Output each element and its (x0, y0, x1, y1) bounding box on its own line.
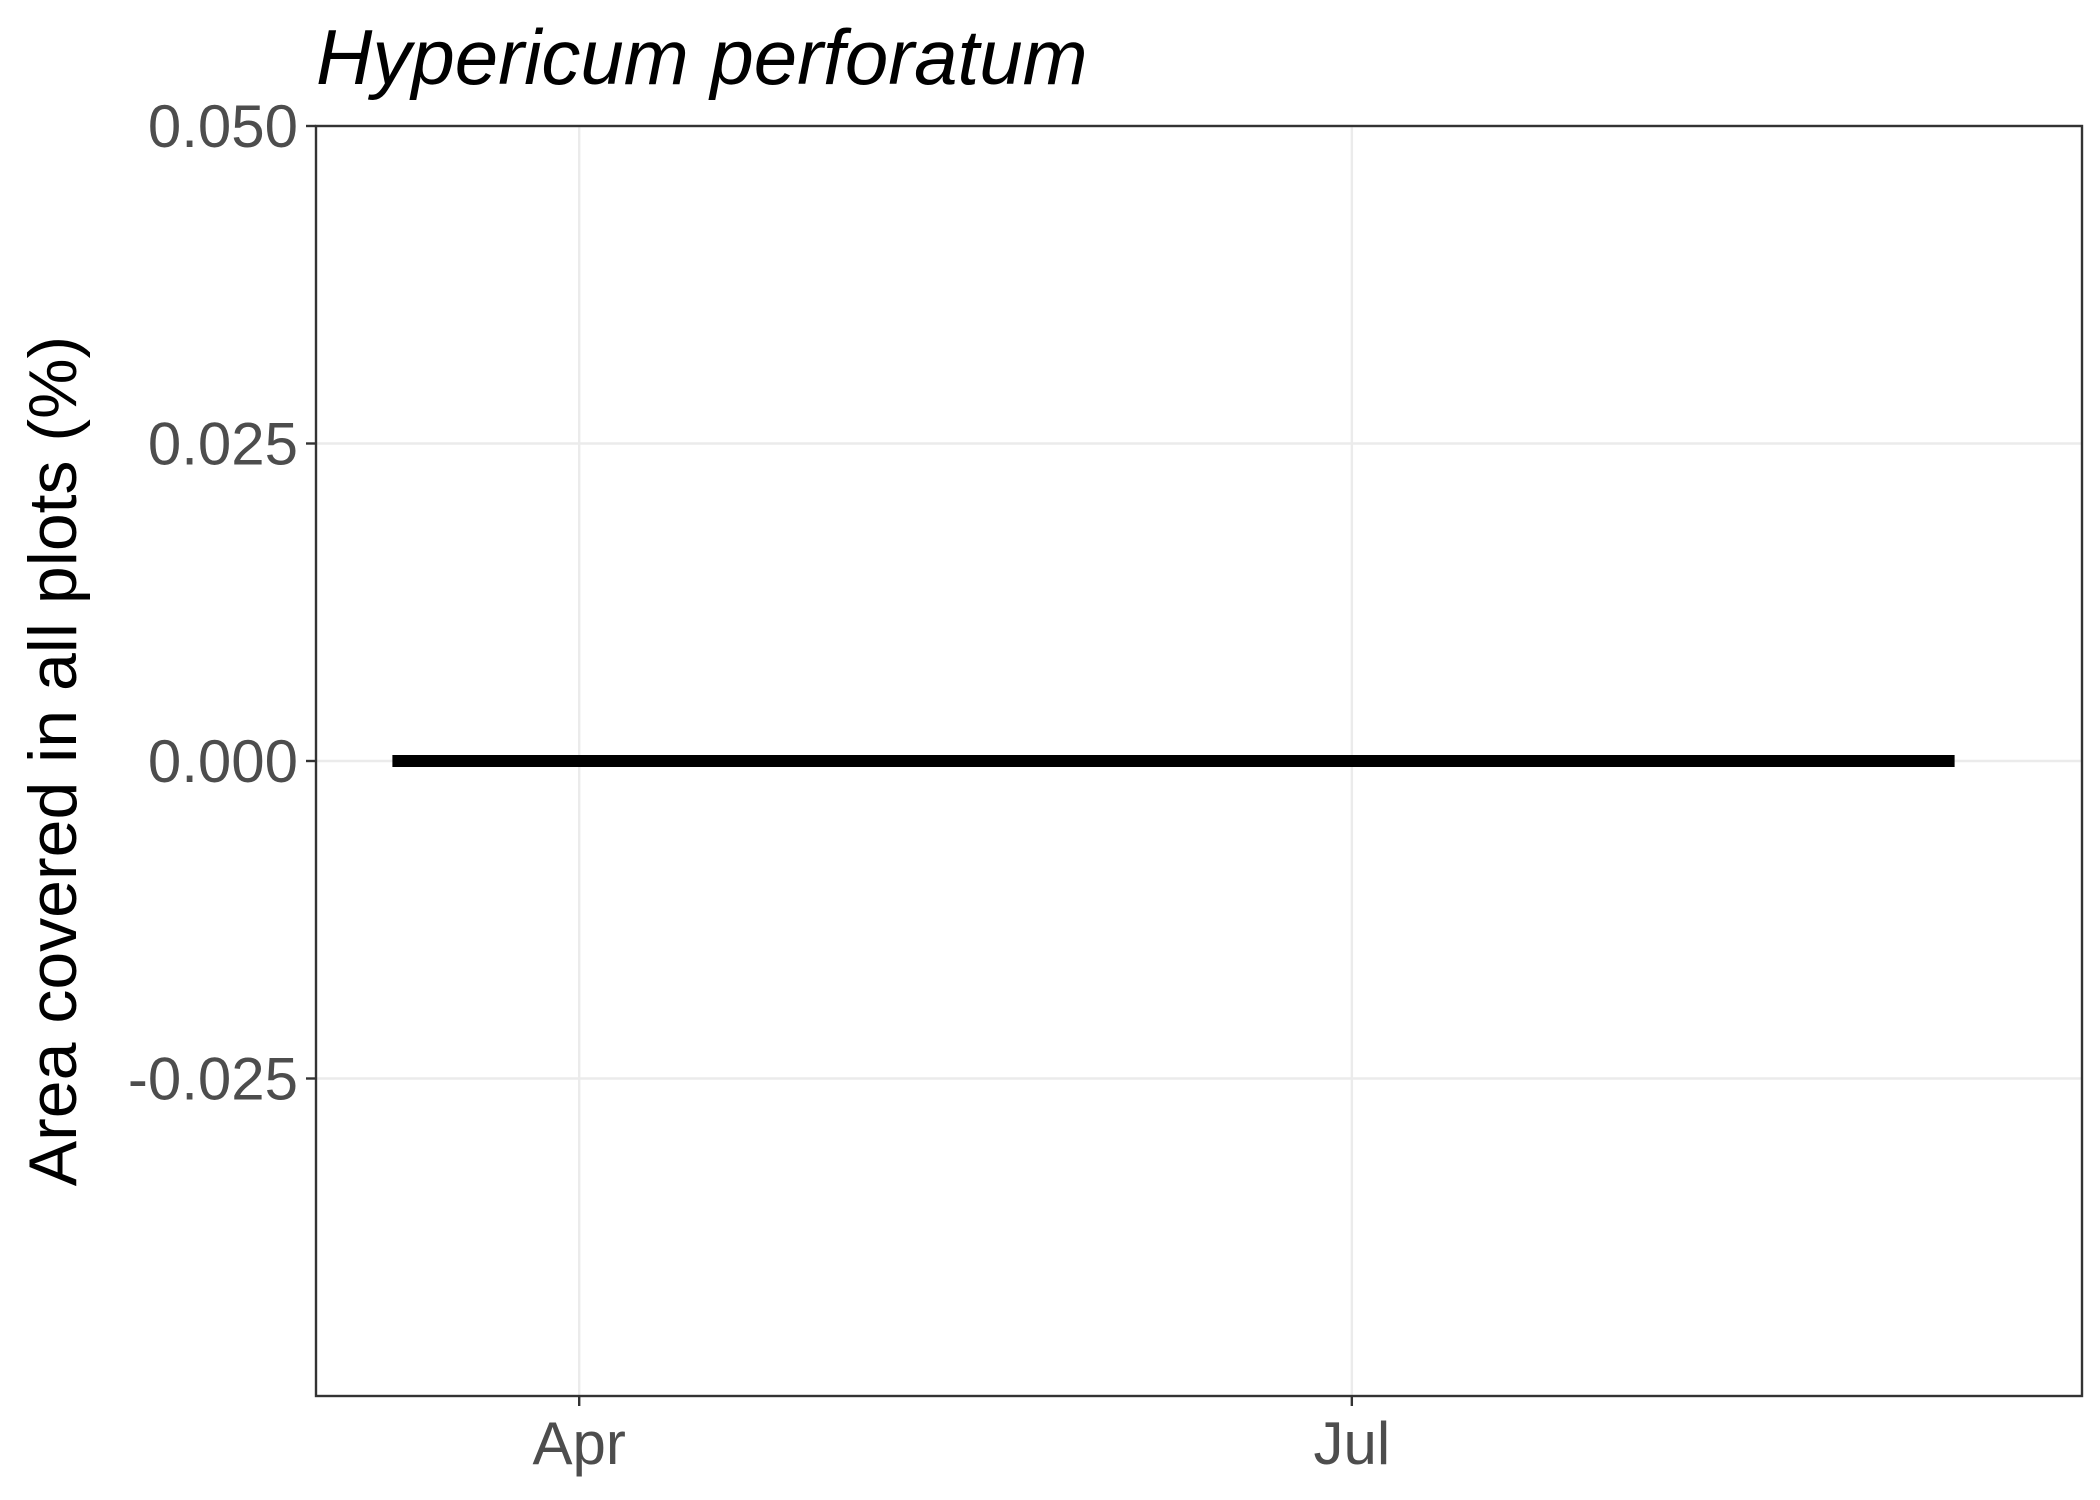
y-tick-label: 0.000 (148, 728, 298, 795)
y-axis-title: Area covered in all plots (%) (15, 336, 91, 1186)
x-tick-label: Apr (533, 1410, 626, 1477)
axis-ticks: 0.050 0.025 0.000 -0.025 Apr Jul (128, 93, 1390, 1477)
y-tick-label: 0.050 (148, 93, 298, 160)
y-tick-label: 0.025 (148, 411, 298, 478)
x-tick-label: Jul (1313, 1410, 1390, 1477)
y-tick-label: -0.025 (128, 1046, 298, 1113)
chart-title: Hypericum perforatum (316, 13, 1088, 101)
